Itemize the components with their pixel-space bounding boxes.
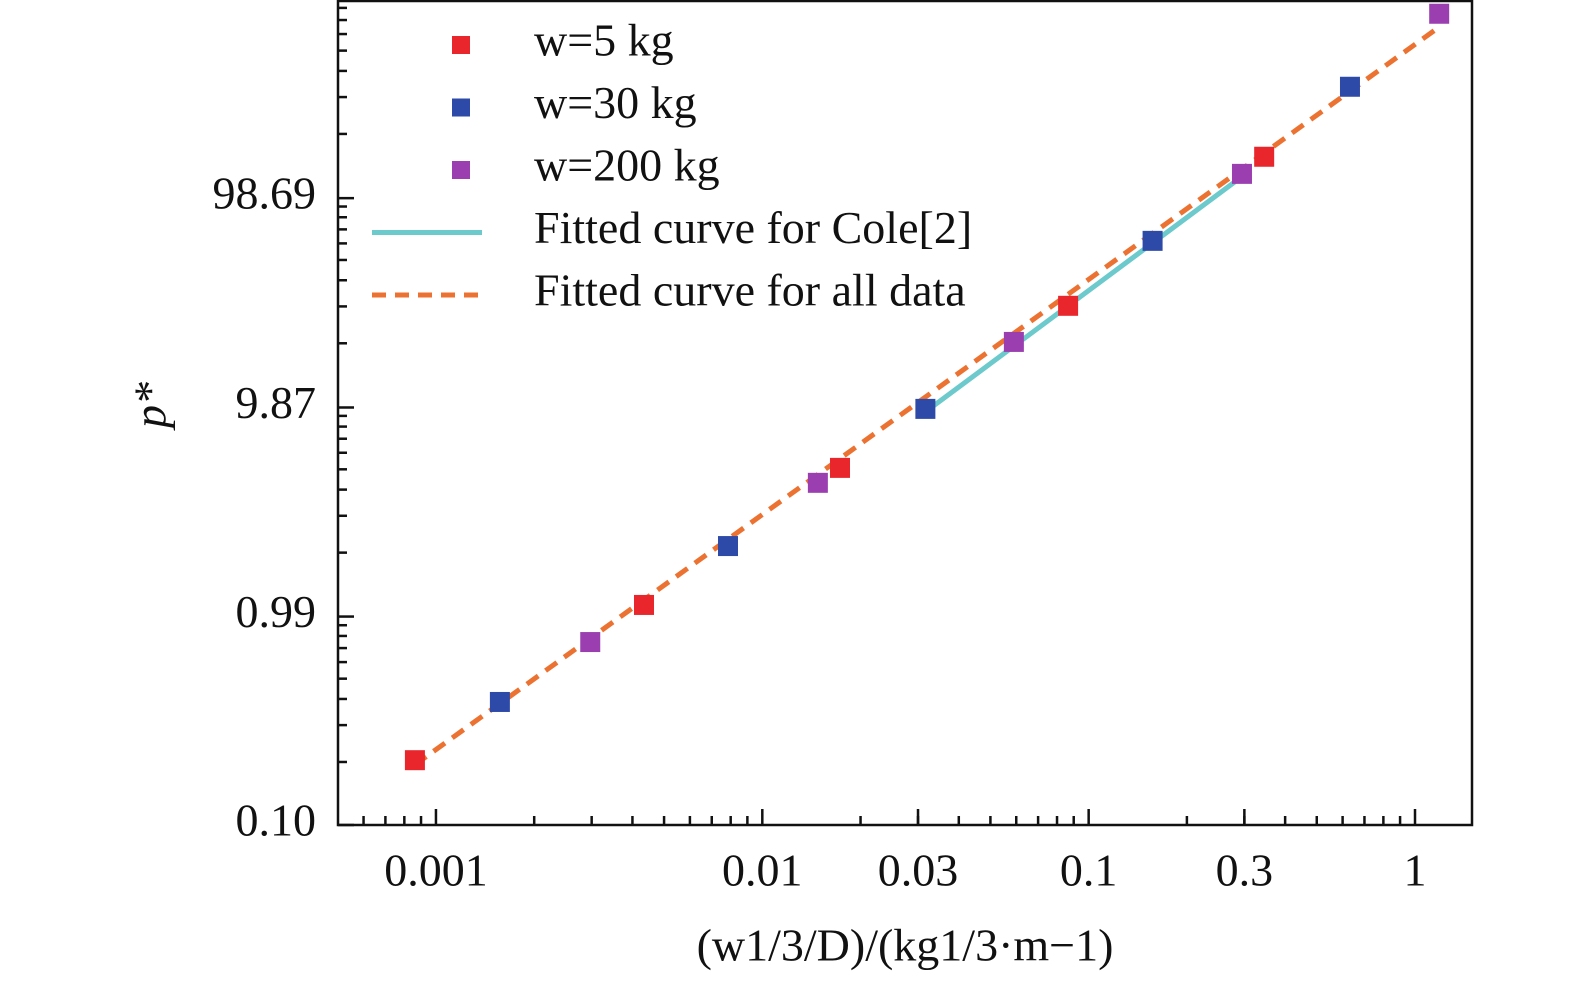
legend-marker <box>452 98 470 117</box>
x-tick-label: 1 <box>1404 845 1427 896</box>
plot-frame <box>336 0 1474 827</box>
marker <box>1429 3 1450 24</box>
x-tick-label: 0.001 <box>384 845 488 896</box>
marker <box>634 594 655 615</box>
marker <box>1058 295 1079 316</box>
legend-label: w=200 kg <box>534 140 720 191</box>
marker <box>1231 163 1252 184</box>
marker <box>580 632 601 653</box>
y-tick-label: 9.87 <box>236 377 317 428</box>
marker <box>489 691 510 712</box>
y-tick-label: 0.99 <box>236 586 317 637</box>
marker <box>717 536 738 557</box>
x-tick-label: 0.1 <box>1060 845 1118 896</box>
x-tick-label: 0.3 <box>1216 845 1274 896</box>
y-axis-label: p* <box>125 382 176 431</box>
legend-label: Fitted curve for Cole[2] <box>534 202 972 253</box>
marker <box>1254 146 1275 167</box>
legend-label: w=5 kg <box>534 15 674 66</box>
legend-label: w=30 kg <box>534 77 697 128</box>
legend-marker <box>452 161 470 179</box>
marker <box>1003 331 1024 352</box>
marker <box>807 472 828 493</box>
legend-label: Fitted curve for all data <box>534 265 966 316</box>
marker <box>1142 230 1163 251</box>
y-tick-label: 98.69 <box>213 168 317 219</box>
x-tick-label: 0.01 <box>722 845 803 896</box>
x-tick-label: 0.03 <box>878 845 959 896</box>
marker <box>1339 76 1360 97</box>
marker <box>829 457 850 478</box>
legend-marker <box>452 36 470 54</box>
marker <box>915 398 936 419</box>
marker <box>404 750 425 771</box>
fit-line <box>923 172 1246 414</box>
x-axis-label: (w1/3/D)/(kg1/3·m−1) <box>697 920 1114 971</box>
y-tick-label: 0.10 <box>236 795 317 846</box>
